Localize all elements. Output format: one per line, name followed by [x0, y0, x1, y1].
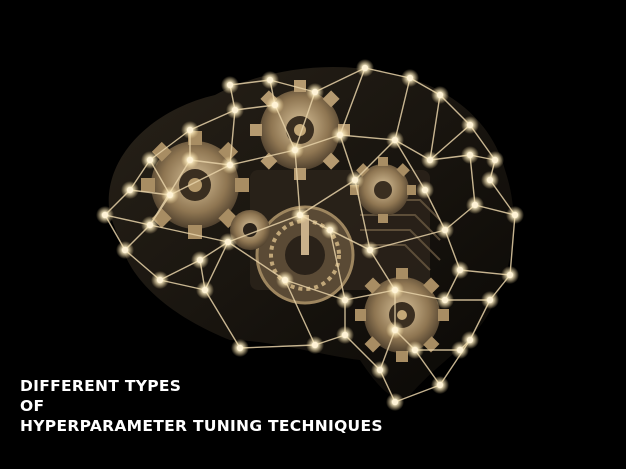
network-edge: [394, 139, 426, 191]
network-edge: [169, 164, 231, 196]
network-node: [451, 341, 469, 359]
network-node: [501, 266, 519, 284]
network-node: [306, 83, 324, 101]
network-node: [481, 291, 499, 309]
network-node: [486, 151, 504, 169]
network-node: [436, 291, 454, 309]
network-node: [276, 271, 294, 289]
network-node: [431, 86, 449, 104]
network-node: [221, 76, 239, 94]
network-edge: [204, 289, 241, 349]
network-node: [406, 341, 424, 359]
network-edge: [314, 67, 366, 93]
network-node: [191, 251, 209, 269]
network-edge: [429, 94, 441, 161]
network-node: [141, 151, 159, 169]
network-node: [386, 281, 404, 299]
network-edge: [354, 179, 371, 251]
network-node: [181, 121, 199, 139]
network-node: [451, 261, 469, 279]
network-edge: [229, 109, 236, 166]
network-node: [226, 101, 244, 119]
caption-line-1: Different Types: [20, 377, 182, 395]
network-edge: [509, 214, 516, 276]
network-node: [506, 206, 524, 224]
network-node: [431, 376, 449, 394]
network-node: [421, 151, 439, 169]
network-nodes: [96, 59, 524, 411]
network-node: [416, 181, 434, 199]
network-edge: [239, 344, 316, 349]
network-edge: [299, 179, 356, 216]
network-edge: [354, 139, 396, 181]
network-node: [361, 241, 379, 259]
network-node: [386, 321, 404, 339]
network-node: [161, 186, 179, 204]
network-node: [266, 96, 284, 114]
caption-line-3: Hyperparameter Tuning Techniques: [20, 417, 383, 435]
network-node: [121, 181, 139, 199]
network-node: [221, 156, 239, 174]
network-edge: [284, 279, 346, 301]
network-node: [466, 196, 484, 214]
gear-icon: [230, 210, 270, 250]
network-edge: [394, 77, 411, 141]
network-edge: [227, 214, 301, 243]
network-edge: [149, 224, 229, 243]
network-node: [386, 131, 404, 149]
network-node: [481, 171, 499, 189]
network-edge: [229, 149, 296, 166]
network-node: [181, 151, 199, 169]
network-node: [386, 393, 404, 411]
network-node: [356, 59, 374, 77]
gear-icon: [350, 157, 416, 223]
network-node: [371, 361, 389, 379]
network-edge: [369, 229, 446, 251]
caption: Different Types of Hyperparameter Tuning…: [20, 376, 383, 436]
network-node: [116, 241, 134, 259]
network-node: [96, 206, 114, 224]
network-node: [219, 233, 237, 251]
network-edge: [329, 229, 346, 301]
network-node: [461, 146, 479, 164]
network-edge: [339, 67, 366, 136]
network-node: [151, 271, 169, 289]
network-node: [436, 221, 454, 239]
network-node: [141, 216, 159, 234]
network-node: [291, 206, 309, 224]
network-node: [336, 326, 354, 344]
network-edge: [294, 91, 316, 151]
network-edge: [284, 279, 316, 346]
network-edge: [339, 134, 396, 141]
network-node: [306, 336, 324, 354]
network-node: [401, 69, 419, 87]
caption-line-2: of: [20, 397, 45, 415]
network-node: [336, 291, 354, 309]
network-node: [346, 171, 364, 189]
network-node: [231, 339, 249, 357]
network-edge: [294, 149, 301, 216]
network-node: [261, 71, 279, 89]
network-node: [196, 281, 214, 299]
network-node: [321, 221, 339, 239]
network-node: [286, 141, 304, 159]
network-node: [331, 126, 349, 144]
gear-icon: [355, 268, 449, 362]
network-edge: [227, 241, 286, 281]
network-node: [461, 116, 479, 134]
